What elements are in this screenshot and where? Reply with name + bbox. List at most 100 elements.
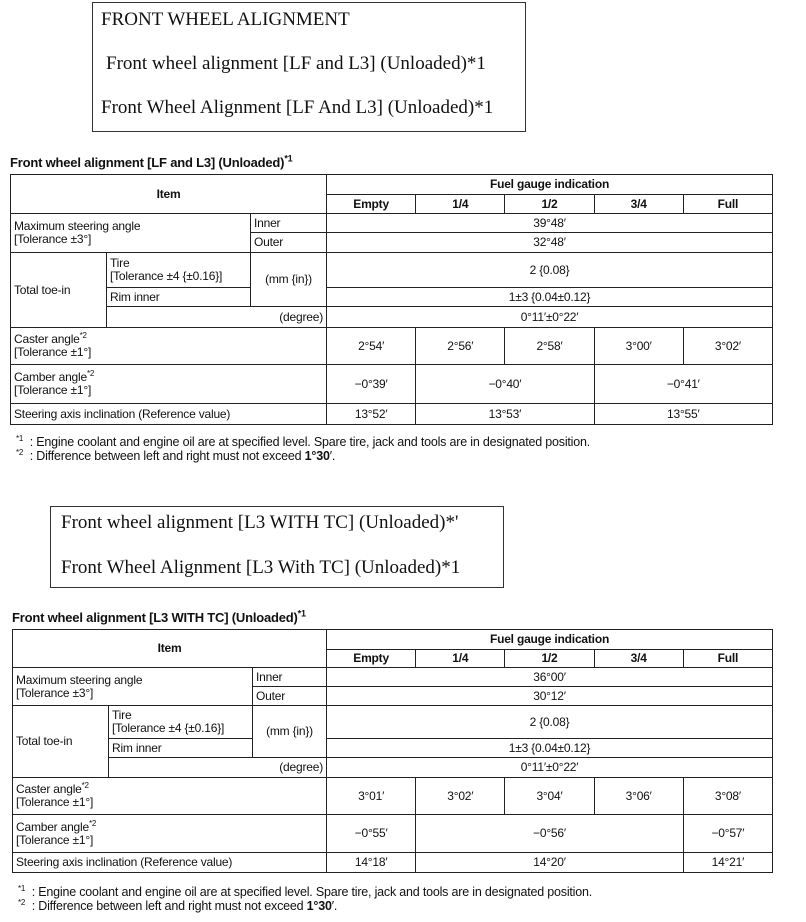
caster-value: 3°08′ [682, 777, 774, 815]
unit-mm: (mm {in}) [251, 705, 328, 758]
header-column: 1/4 [415, 194, 506, 214]
footnote-mark: *2 [81, 781, 89, 790]
toe-in-label: Total toe-in [12, 705, 109, 778]
sai-value: 13°55′ [593, 403, 774, 425]
footnote-mark: *2 [88, 818, 97, 828]
table-row: Camber angle*2 [Tolerance ±1°] −0°39′ −0°4… [9, 364, 774, 404]
header-fuel-gauge: Fuel gauge indication [326, 629, 773, 650]
camber-label: Camber angle*2 [Tolerance ±1°] [9, 364, 328, 404]
label: Tire [112, 708, 132, 722]
max-steering-label: Maximum steering angle [Tolerance ±3°] [10, 213, 251, 253]
rim-label: Rim inner [106, 287, 251, 307]
footnote: *1 : Engine coolant and engine oil are a… [18, 883, 592, 899]
label: Caster angle [14, 332, 80, 346]
outer-label: Outer [251, 686, 328, 706]
alignment-table: Item Fuel gauge indication Empty 1/4 1/2 3/… [11, 629, 774, 873]
footnote-mark: *2 [86, 369, 95, 378]
table-title-text: Front wheel alignment [LF and L3] (Unloa… [10, 155, 285, 170]
header-column: 1/4 [415, 649, 506, 668]
caster-value: 3°02′ [415, 777, 506, 815]
caster-value: 2°54′ [326, 327, 417, 365]
table-row: Maximum steering angle [Tolerance ±3°] In… [10, 213, 773, 253]
label: Camber angle [16, 819, 89, 834]
unit-degree: (degree) [105, 306, 328, 328]
rim-value: 1±3 {0.04±0.12} [326, 738, 773, 758]
table-row: Total toe-in Tire [Tolerance ±4 {±0.16}] … [12, 705, 773, 778]
caster-label: Caster angle*2 [Tolerance ±1°] [11, 777, 328, 815]
header-item: Item [11, 629, 328, 668]
header-column: Full [682, 194, 774, 214]
table-header-row: Item Fuel gauge indication [9, 174, 773, 214]
camber-label: Camber angle*2 [Tolerance ±1°] [11, 814, 328, 853]
footnote-text: : Difference between left and right must… [31, 899, 307, 913]
footnote-bold: 1°30 [306, 899, 332, 913]
camber-value: −0°56′ [415, 814, 684, 853]
table-row: Rim inner 1±3 {0.04±0.12} [13, 738, 773, 758]
table-row: Rim inner 1±3 {0.04±0.12} [11, 287, 773, 307]
table-header-row: Item Fuel gauge indication [11, 629, 773, 668]
footnote-tail: ′. [331, 899, 338, 913]
tolerance: [Tolerance ±1°] [14, 383, 92, 397]
table-row: Caster angle*2 [Tolerance ±1°] 2°54′ 2°56′… [9, 327, 774, 365]
camber-value: −0°39′ [326, 364, 417, 404]
outer-value: 32°48′ [326, 232, 773, 253]
table-row: Camber angle*2 [Tolerance ±1°] −0°55′ −0°5… [11, 814, 774, 853]
caster-value: 2°58′ [504, 327, 595, 365]
rim-label: Rim inner [108, 738, 253, 758]
box-line-2: Front Wheel Alignment [LF And L3] (Unloa… [101, 97, 494, 118]
tire-label: Tire [Tolerance ±4 {±0.16}] [106, 252, 251, 288]
alignment-table: Item Fuel gauge indication Empty 1/4 1/2 3/… [9, 174, 774, 425]
tire-value: 2 {0.08} [326, 705, 773, 739]
footnote-bold: 1°30 [304, 449, 330, 463]
footnote-mark: *2 [18, 897, 26, 907]
table-title: Front wheel alignment [L3 WITH TC] (Unlo… [12, 608, 306, 625]
table-row: Total toe-in Tire [Tolerance ±4 {±0.16}] … [10, 252, 773, 328]
box-heading: FRONT WHEEL ALIGNMENT [101, 9, 350, 30]
footnote: *2 : Difference between left and right m… [16, 447, 336, 463]
title-footnote-mark: *1 [297, 608, 306, 619]
label: Tire [110, 256, 130, 270]
box-line-1: Front wheel alignment [L3 WITH TC] (Unlo… [61, 512, 459, 533]
camber-value: −0°41′ [593, 364, 774, 404]
camber-value: −0°55′ [326, 814, 417, 853]
degree-value: 0°11′±0°22′ [326, 757, 773, 778]
header-fuel-gauge: Fuel gauge indication [326, 174, 773, 195]
table-row: Steering axis inclination (Reference val… [11, 852, 774, 873]
sai-label: Steering axis inclination (Reference val… [9, 403, 328, 425]
table-row: Steering axis inclination (Reference val… [9, 403, 774, 425]
tolerance: [Tolerance ±1°] [16, 795, 94, 809]
tolerance: [Tolerance ±1°] [16, 832, 94, 847]
header-column: Empty [326, 194, 417, 214]
footnote: *2 : Difference between left and right m… [18, 897, 338, 913]
label: Camber angle [14, 370, 87, 384]
camber-value: −0°40′ [415, 364, 595, 404]
footnote-text: : Engine coolant and engine oil are at s… [29, 435, 591, 449]
title-footnote-mark: *1 [284, 153, 293, 164]
unit-degree: (degree) [107, 757, 328, 778]
outer-value: 30°12′ [326, 686, 773, 706]
label: Caster angle [16, 782, 82, 796]
box-line-2: Front Wheel Alignment [L3 With TC] (Unlo… [61, 557, 461, 578]
footnote-mark: *2 [79, 331, 87, 340]
footnote-mark: *1 [18, 883, 26, 893]
tire-value: 2 {0.08} [326, 252, 773, 288]
tolerance: [Tolerance ±3°] [14, 232, 92, 246]
sai-value: 13°52′ [326, 403, 417, 425]
max-steering-label: Maximum steering angle [Tolerance ±3°] [12, 667, 253, 706]
inner-value: 39°48′ [326, 213, 773, 233]
sai-label: Steering axis inclination (Reference val… [11, 852, 328, 873]
footnote-tail: ′. [329, 449, 336, 463]
inner-label: Inner [251, 667, 328, 687]
tolerance: [Tolerance ±3°] [16, 685, 94, 700]
degree-value: 0°11′±0°22′ [326, 306, 773, 328]
footnote-mark: *2 [16, 447, 24, 457]
footnote: *1 : Engine coolant and engine oil are a… [16, 434, 591, 449]
table-title-text: Front wheel alignment [L3 WITH TC] (Unlo… [12, 610, 298, 625]
rim-value: 1±3 {0.04±0.12} [326, 287, 773, 307]
sai-value: 13°53′ [415, 403, 595, 425]
table-title: Front wheel alignment [LF and L3] (Unloa… [10, 153, 293, 170]
header-item: Item [9, 174, 328, 214]
label: Maximum steering angle [16, 672, 143, 687]
tire-label: Tire [Tolerance ±4 {±0.16}] [108, 705, 253, 739]
toe-in-label: Total toe-in [10, 252, 107, 328]
